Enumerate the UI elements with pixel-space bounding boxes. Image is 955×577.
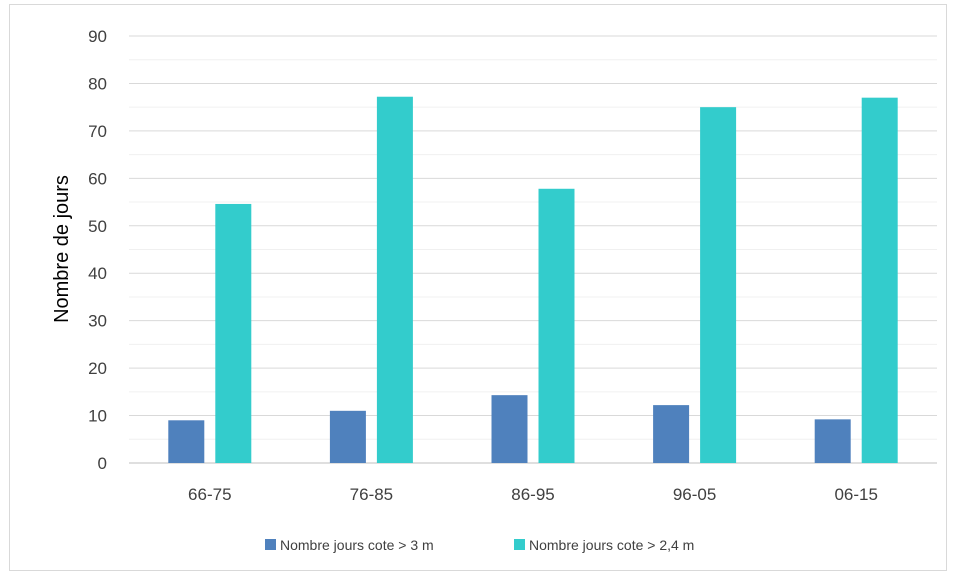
y-tick-label: 80 (88, 74, 107, 93)
x-tick-label: 66-75 (188, 485, 231, 504)
y-tick-label: 60 (88, 169, 107, 188)
y-tick-label: 90 (88, 27, 107, 46)
y-tick-label: 50 (88, 217, 107, 236)
bar-06-15-series-1 (814, 419, 851, 463)
bar-96-05-series-2 (700, 107, 737, 464)
legend-label-series-1: Nombre jours cote > 3 m (280, 537, 434, 553)
gridlines (129, 35, 937, 464)
y-tick-labels: 0 10 20 30 40 50 60 70 80 90 (88, 27, 107, 473)
bars (168, 96, 898, 464)
x-tick-label: 06-15 (834, 485, 877, 504)
y-axis-title: Nombre de jours (51, 175, 73, 323)
y-tick-label: 30 (88, 312, 107, 331)
y-tick-label: 40 (88, 264, 107, 283)
bar-66-75-series-1 (168, 420, 205, 463)
bar-76-85-series-2 (376, 96, 413, 464)
y-tick-label: 70 (88, 122, 107, 141)
legend: Nombre jours cote > 3 m Nombre jours cote… (265, 537, 694, 553)
x-tick-label: 76-85 (350, 485, 393, 504)
legend-label-series-2: Nombre jours cote > 2,4 m (529, 537, 694, 553)
bar-66-75-series-2 (215, 203, 252, 463)
bar-86-95-series-2 (538, 188, 575, 463)
legend-swatch-series-1 (265, 539, 276, 550)
chart-frame (9, 4, 947, 571)
x-tick-label: 86-95 (511, 485, 554, 504)
bar-96-05-series-1 (653, 405, 690, 463)
bar-86-95-series-1 (491, 395, 528, 463)
bar-06-15-series-2 (861, 97, 898, 463)
x-tick-labels: 66-75 76-85 86-95 96-05 06-15 (188, 485, 878, 504)
x-tick-label: 96-05 (673, 485, 716, 504)
legend-swatch-series-2 (514, 539, 525, 550)
y-tick-label: 10 (88, 407, 107, 426)
bar-76-85-series-1 (329, 410, 366, 463)
y-tick-label: 0 (98, 454, 107, 473)
y-tick-label: 20 (88, 359, 107, 378)
